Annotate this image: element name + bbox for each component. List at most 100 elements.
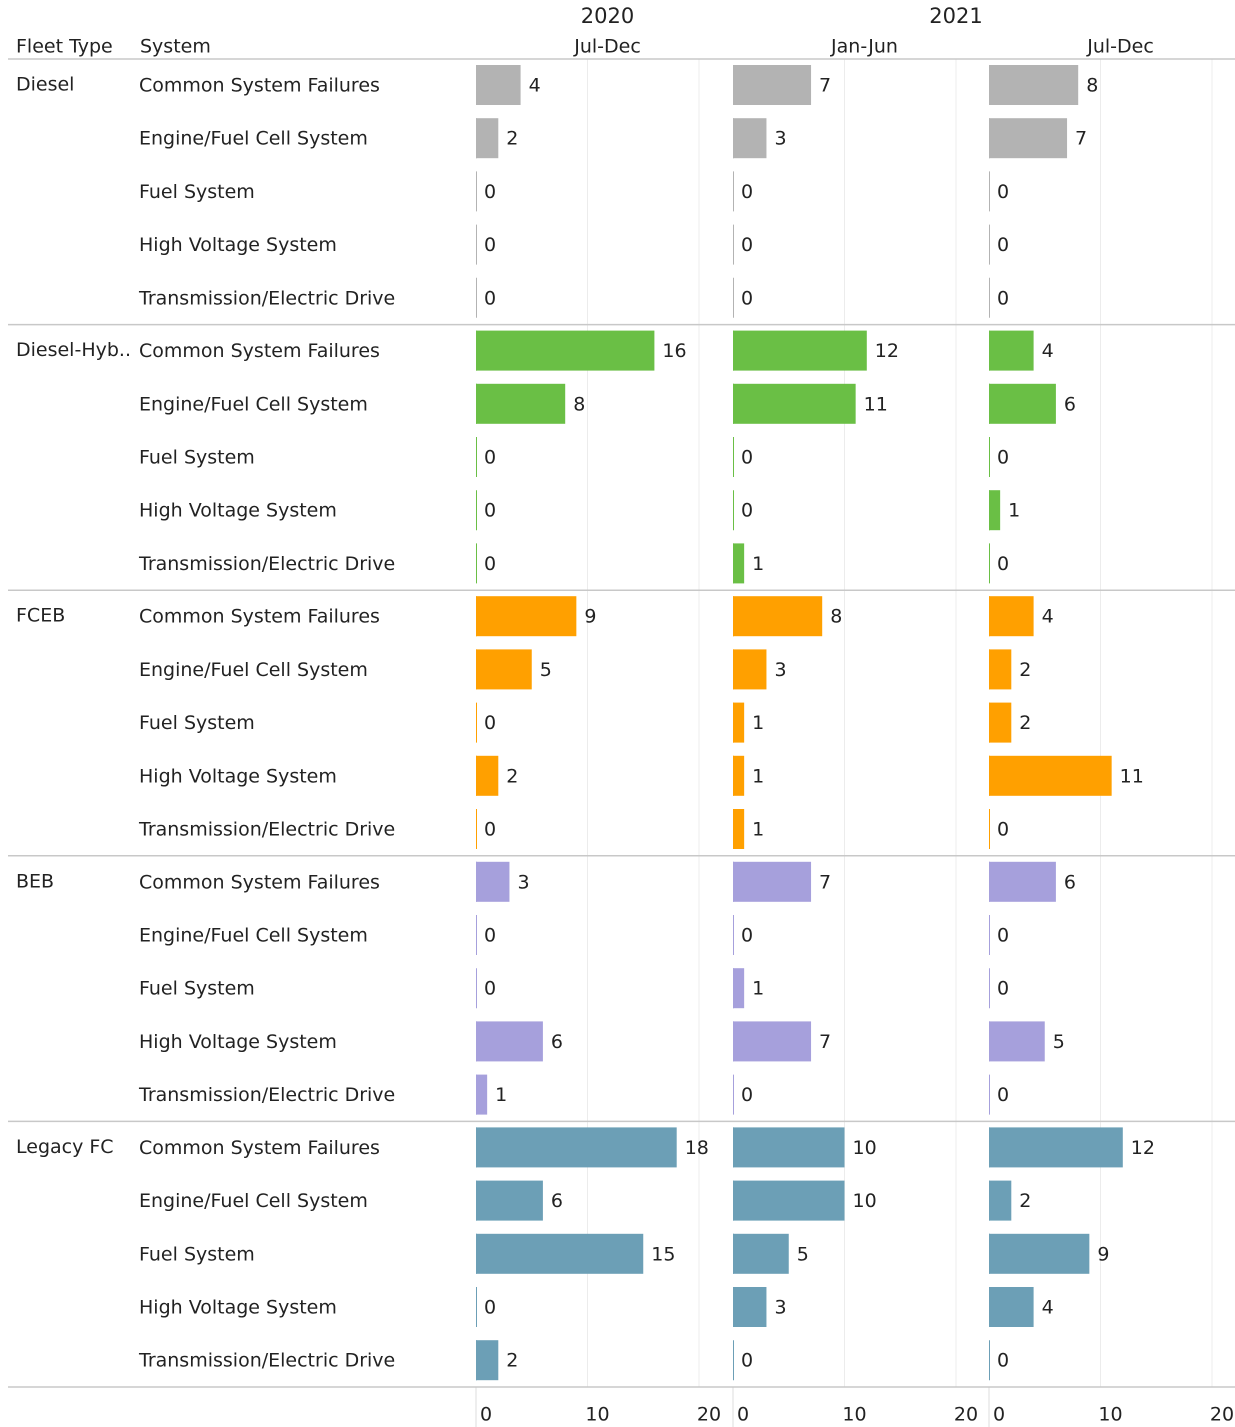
bar <box>733 1127 845 1168</box>
value-label: 0 <box>484 234 496 256</box>
value-label: 8 <box>1086 75 1098 97</box>
value-label: 2 <box>1019 659 1031 681</box>
value-label: 3 <box>774 659 786 681</box>
value-label: 0 <box>484 500 496 522</box>
bar <box>733 383 856 424</box>
value-label: 1 <box>752 712 764 734</box>
value-label: 4 <box>1042 1297 1054 1319</box>
value-label: 0 <box>997 553 1009 575</box>
value-label: 0 <box>741 925 753 947</box>
bar <box>476 118 499 159</box>
x-tick-label: 10 <box>842 1404 866 1426</box>
value-label: 0 <box>997 287 1009 309</box>
value-label: 0 <box>484 712 496 734</box>
value-label: 0 <box>484 978 496 1000</box>
bar <box>476 1127 677 1168</box>
value-label: 0 <box>484 287 496 309</box>
value-label: 7 <box>1075 128 1087 150</box>
system-label: High Voltage System <box>139 234 337 256</box>
value-label: 8 <box>830 606 842 628</box>
value-label: 3 <box>774 1297 786 1319</box>
system-label: Transmission/Electric Drive <box>138 1350 395 1372</box>
value-label: 18 <box>685 1137 709 1159</box>
system-label: Transmission/Electric Drive <box>138 287 395 309</box>
bar <box>989 596 1034 637</box>
bar <box>733 1021 812 1062</box>
x-tick-label: 10 <box>1098 1404 1122 1426</box>
value-label: 2 <box>1019 1190 1031 1212</box>
bar <box>733 755 745 796</box>
x-tick-label: 20 <box>697 1404 721 1426</box>
x-tick-label: 10 <box>585 1404 609 1426</box>
value-label: 0 <box>484 819 496 841</box>
value-label: 0 <box>997 447 1009 469</box>
bar <box>733 1180 845 1221</box>
value-label: 0 <box>741 1350 753 1372</box>
value-label: 0 <box>741 234 753 256</box>
system-label: Common System Failures <box>139 340 380 362</box>
system-label: Fuel System <box>139 712 255 734</box>
value-label: 4 <box>1042 606 1054 628</box>
bar <box>476 1233 644 1274</box>
fleet-label: Legacy FC <box>16 1136 114 1158</box>
bar <box>733 1287 767 1327</box>
bar <box>989 861 1056 902</box>
value-label: 1 <box>752 978 764 1000</box>
bar <box>989 1233 1090 1274</box>
bar <box>989 1287 1034 1327</box>
system-label: Fuel System <box>139 447 255 469</box>
value-label: 0 <box>484 925 496 947</box>
year-header: 2020 <box>581 4 634 28</box>
fleet-label: FCEB <box>16 605 65 627</box>
value-label: 0 <box>997 925 1009 947</box>
system-label: Engine/Fuel Cell System <box>139 925 368 947</box>
system-label: High Voltage System <box>139 765 337 787</box>
system-label: Fuel System <box>139 978 255 1000</box>
value-label: 0 <box>741 287 753 309</box>
bar <box>476 383 566 424</box>
system-label: Transmission/Electric Drive <box>138 1084 395 1106</box>
value-label: 0 <box>997 819 1009 841</box>
fleet-label: Diesel <box>16 74 74 96</box>
bar <box>989 1127 1123 1168</box>
value-label: 1 <box>1008 500 1020 522</box>
period-header: Jul-Dec <box>1086 36 1154 58</box>
value-label: 0 <box>741 181 753 203</box>
system-label: High Voltage System <box>139 1031 337 1053</box>
bar <box>733 861 812 902</box>
value-label: 7 <box>819 871 831 893</box>
bar <box>476 755 499 796</box>
bar <box>476 65 521 105</box>
bar <box>476 1180 543 1221</box>
bar <box>476 596 577 637</box>
bar <box>989 330 1034 371</box>
value-label: 3 <box>774 128 786 150</box>
system-label: Engine/Fuel Cell System <box>139 659 368 681</box>
value-label: 6 <box>1064 871 1076 893</box>
value-label: 1 <box>752 553 764 575</box>
bar <box>476 1021 543 1062</box>
bar <box>989 755 1112 796</box>
value-label: 12 <box>1131 1137 1155 1159</box>
system-label: Common System Failures <box>139 1137 380 1159</box>
system-label: Engine/Fuel Cell System <box>139 1190 368 1212</box>
system-label: Common System Failures <box>139 606 380 628</box>
value-label: 0 <box>997 234 1009 256</box>
period-header: Jan-Jun <box>830 36 898 58</box>
bar <box>989 118 1068 159</box>
bar <box>733 649 767 690</box>
system-label: High Voltage System <box>139 1297 337 1319</box>
x-tick-label: 0 <box>737 1404 749 1426</box>
value-label: 1 <box>752 765 764 787</box>
value-label: 2 <box>506 1350 518 1372</box>
value-label: 7 <box>819 1031 831 1053</box>
value-label: 6 <box>1064 393 1076 415</box>
value-label: 5 <box>1053 1031 1065 1053</box>
bar <box>476 649 532 690</box>
system-label: Engine/Fuel Cell System <box>139 393 368 415</box>
bar <box>733 1233 789 1274</box>
value-label: 15 <box>651 1243 675 1265</box>
bar <box>733 543 745 584</box>
value-label: 0 <box>997 1350 1009 1372</box>
